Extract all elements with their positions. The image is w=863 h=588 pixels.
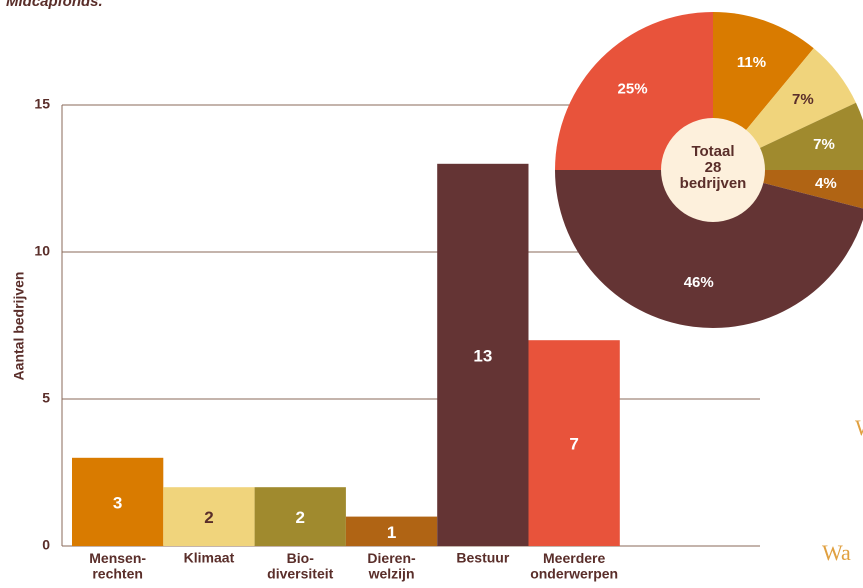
pie-center-text: 28 xyxy=(705,159,722,176)
bar xyxy=(345,516,438,546)
bar xyxy=(437,163,529,547)
pie-label: 25% xyxy=(618,81,648,98)
bar xyxy=(528,340,620,546)
pie-slice xyxy=(555,170,863,328)
bar-value-label: 13 xyxy=(473,346,492,365)
pie-label: 46% xyxy=(684,274,714,291)
bar xyxy=(163,487,255,546)
pie-label: 4% xyxy=(815,175,837,192)
x-tick-label: Mensen-rechten xyxy=(89,550,146,581)
pie-label: 7% xyxy=(792,91,814,108)
y-tick-label: 10 xyxy=(34,243,50,259)
header-text: Midcapfonds. xyxy=(6,0,103,10)
x-tick-label: Bio-diversiteit xyxy=(267,550,333,581)
y-tick-label: 5 xyxy=(42,390,50,406)
x-tick-label: Bestuur xyxy=(456,550,509,566)
bar-value-label: 2 xyxy=(296,508,305,527)
bar-value-label: 7 xyxy=(569,435,578,454)
pie-slice xyxy=(555,12,713,170)
y-axis-label: Aantal bedrijven xyxy=(11,272,27,381)
bar-value-label: 1 xyxy=(387,523,396,542)
side-text: Wa xyxy=(822,540,851,565)
side-text: W xyxy=(855,415,863,440)
pie-slice xyxy=(713,170,863,209)
bar-value-label: 3 xyxy=(113,493,122,512)
y-tick-label: 0 xyxy=(42,537,50,553)
pie-label: 11% xyxy=(737,54,766,71)
x-tick-label: Meerdere onderwerpen xyxy=(530,550,618,581)
y-tick-label: 15 xyxy=(34,96,50,112)
x-tick-label: Dieren-welzijn xyxy=(367,550,416,581)
pie-center xyxy=(661,118,765,222)
bar xyxy=(254,487,346,546)
pie-center-text: Totaal xyxy=(691,143,734,160)
bar xyxy=(72,457,164,546)
pie-label: 7% xyxy=(813,136,835,153)
pie-center-text: bedrijven xyxy=(680,175,747,192)
x-tick-label: Klimaat xyxy=(184,550,235,566)
bar-value-label: 2 xyxy=(204,508,213,527)
